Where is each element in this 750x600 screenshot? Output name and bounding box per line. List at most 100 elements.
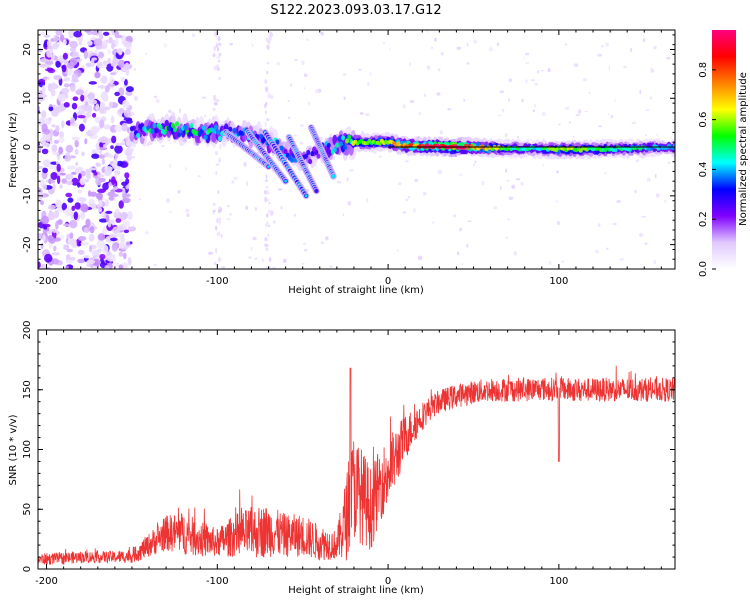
heatmap-noise-cell	[51, 151, 60, 155]
heatmap-noise-cell	[529, 139, 532, 141]
heatmap-noise-cell	[598, 125, 603, 128]
heatmap-noise-cell	[120, 187, 126, 194]
heatmap-noise-cell	[113, 186, 118, 191]
heatmap-noise-cell	[111, 42, 115, 50]
heatmap-noise-cell	[42, 184, 47, 190]
heatmap-noise-cell	[108, 195, 114, 201]
heatmap-noise-cell	[215, 247, 217, 254]
heatmap-noise-cell	[631, 121, 636, 125]
heatmap-noise-cell	[75, 89, 84, 96]
heatmap-noise-cell	[80, 94, 85, 102]
heatmap-ridge-cell	[214, 124, 218, 130]
heatmap-noise-cell	[48, 117, 52, 121]
heatmap-noise-cell	[423, 191, 427, 196]
heatmap-noise-cell	[41, 148, 49, 155]
heatmap-noise-cell	[97, 85, 106, 89]
heatmap-noise-cell	[212, 209, 216, 213]
heatmap-noise-cell	[582, 78, 588, 82]
heatmap-noise-cell	[267, 233, 270, 237]
heatmap-noise-cell	[38, 261, 41, 269]
heatmap-noise-cell	[315, 89, 320, 94]
heatmap-noise-cell	[50, 82, 57, 90]
heatmap-noise-cell	[153, 263, 157, 266]
heatmap-noise-cell	[71, 205, 76, 211]
heatmap-noise-cell	[105, 210, 113, 214]
heatmap-noise-cell	[65, 180, 73, 185]
heatmap-noise-cell	[117, 166, 121, 171]
heatmap-noise-cell	[51, 252, 60, 256]
heatmap-ridge-cell	[177, 132, 182, 138]
heatmap-noise-cell	[499, 90, 505, 94]
heatmap-noise-cell	[86, 259, 96, 265]
heatmap-noise-cell	[208, 251, 213, 255]
heatmap-noise-cell	[378, 155, 382, 158]
spectrogram-xtick-label: -200	[35, 276, 58, 287]
heatmap-noise-cell	[46, 39, 52, 48]
spectrogram-xlabel: Height of straight line (km)	[288, 285, 424, 296]
heatmap-noise-cell	[672, 204, 675, 208]
heatmap-noise-cell	[46, 45, 53, 50]
heatmap-noise-cell	[116, 48, 123, 54]
heatmap-noise-cell	[215, 44, 219, 48]
heatmap-noise-cell	[320, 31, 324, 36]
heatmap-noise-cell	[68, 30, 75, 39]
heatmap-noise-cell	[233, 176, 238, 180]
heatmap-noise-cell	[132, 156, 136, 159]
heatmap-noise-cell	[269, 210, 274, 216]
spectrogram-xtick-label: -100	[206, 276, 229, 287]
heatmap-noise-cell	[369, 72, 372, 76]
heatmap-noise-cell	[504, 133, 508, 138]
heatmap-noise-cell	[231, 180, 235, 184]
heatmap-noise-cell	[506, 236, 508, 239]
heatmap-noise-cell	[601, 45, 604, 48]
heatmap-noise-cell	[69, 40, 78, 49]
heatmap-ridge-cell	[136, 132, 141, 139]
heatmap-noise-cell	[123, 79, 128, 86]
heatmap-noise-cell	[77, 258, 85, 264]
heatmap-noise-cell	[264, 237, 268, 242]
heatmap-noise-cell	[123, 109, 132, 118]
heatmap-noise-cell	[58, 146, 63, 155]
heatmap-noise-cell	[65, 259, 74, 264]
heatmap-noise-cell	[294, 59, 298, 61]
heatmap-noise-cell	[110, 145, 114, 150]
heatmap-noise-cell	[61, 178, 67, 184]
heatmap-noise-cell	[634, 189, 637, 194]
heatmap-noise-cell	[123, 41, 132, 48]
heatmap-noise-cell	[271, 266, 277, 269]
heatmap-noise-cell	[168, 109, 172, 114]
heatmap-noise-cell	[186, 213, 190, 218]
heatmap-noise-cell	[98, 218, 108, 223]
heatmap-noise-cell	[430, 46, 434, 50]
heatmap-noise-cell	[329, 265, 333, 268]
heatmap-noise-cell	[46, 49, 53, 58]
heatmap-noise-cell	[169, 211, 172, 214]
heatmap-noise-cell	[91, 153, 100, 159]
heatmap-noise-cell	[85, 111, 92, 118]
spectrogram-ytick-label: 20	[22, 43, 33, 56]
heatmap-noise-cell	[47, 204, 56, 210]
spectrogram-ytick-label: -20	[22, 236, 33, 252]
heatmap-noise-cell	[88, 99, 98, 105]
heatmap-noise-cell	[114, 124, 124, 133]
heatmap-noise-cell	[120, 76, 126, 83]
heatmap-streak-cell	[304, 194, 308, 198]
heatmap-noise-cell	[436, 92, 441, 96]
heatmap-noise-cell	[641, 215, 646, 218]
heatmap-noise-cell	[520, 182, 524, 186]
heatmap-noise-cell	[218, 157, 221, 163]
heatmap-noise-cell	[666, 56, 671, 60]
heatmap-noise-cell	[91, 57, 98, 61]
heatmap-noise-cell	[505, 168, 507, 173]
heatmap-noise-cell	[417, 255, 423, 261]
heatmap-noise-cell	[118, 107, 125, 114]
heatmap-noise-cell	[80, 241, 90, 246]
heatmap-noise-cell	[423, 93, 427, 98]
heatmap-noise-cell	[69, 84, 76, 92]
heatmap-noise-cell	[99, 136, 108, 144]
heatmap-noise-cell	[81, 105, 87, 110]
heatmap-noise-cell	[302, 242, 307, 245]
heatmap-noise-cell	[120, 234, 125, 242]
heatmap-noise-cell	[646, 177, 651, 182]
heatmap-noise-cell	[123, 252, 127, 260]
